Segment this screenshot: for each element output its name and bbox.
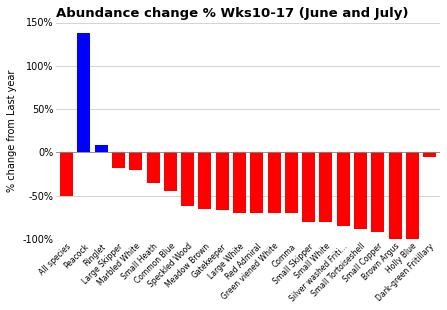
- Bar: [164, 153, 177, 191]
- Bar: [320, 153, 333, 222]
- Bar: [95, 145, 108, 153]
- Bar: [60, 153, 73, 196]
- Bar: [112, 153, 125, 168]
- Bar: [406, 153, 419, 239]
- Bar: [268, 153, 281, 213]
- Bar: [181, 153, 194, 206]
- Bar: [250, 153, 263, 213]
- Bar: [388, 153, 401, 239]
- Bar: [233, 153, 246, 213]
- Y-axis label: % change from Last year: % change from Last year: [7, 69, 17, 192]
- Bar: [337, 153, 350, 226]
- Text: Abundance change % Wks10-17 (June and July): Abundance change % Wks10-17 (June and Ju…: [56, 7, 409, 20]
- Bar: [216, 153, 229, 210]
- Bar: [354, 153, 367, 229]
- Bar: [423, 153, 436, 157]
- Bar: [129, 153, 142, 170]
- Bar: [198, 153, 211, 209]
- Bar: [371, 153, 384, 232]
- Bar: [147, 153, 160, 183]
- Bar: [302, 153, 315, 222]
- Bar: [285, 153, 298, 213]
- Bar: [77, 33, 90, 153]
